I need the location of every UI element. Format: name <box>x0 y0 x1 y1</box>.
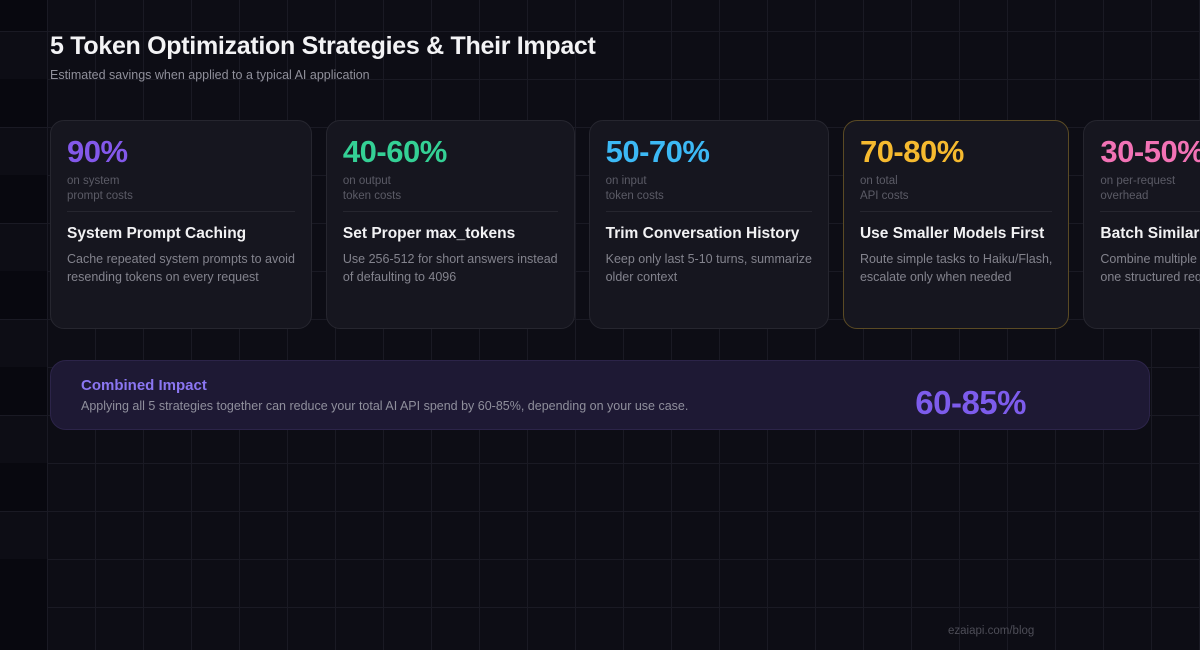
savings-label: on input token costs <box>605 175 664 202</box>
card-set-max-tokens: 40-60% on output token costs Set Proper … <box>325 120 575 329</box>
savings-label: on output token costs <box>342 175 402 202</box>
grid-shade-cell <box>0 367 47 415</box>
card-use-smaller-models: 70-80% on total API costs Use Smaller Mo… <box>842 120 1070 329</box>
strategy-description: Keep only last 5-10 turns, summarize old… <box>605 252 812 284</box>
card-divider <box>67 211 295 212</box>
strategy-title: Trim Conversation History <box>605 225 800 242</box>
grid-shade-cell <box>0 463 47 511</box>
savings-percent: 50-70% <box>605 134 710 169</box>
card-divider <box>605 211 812 212</box>
card-divider <box>342 211 558 212</box>
savings-label: on per-request overhead <box>1100 175 1176 202</box>
strategy-description: Use 256-512 for short answers instead of… <box>342 252 558 284</box>
card-trim-conversation-history: 50-70% on input token costs Trim Convers… <box>588 120 829 329</box>
savings-percent: 40-60% <box>342 134 447 169</box>
banner-text-block: Combined Impact Applying all 5 strategie… <box>81 377 688 413</box>
strategy-description: Cache repeated system prompts to avoid r… <box>67 252 295 284</box>
grid-shade-cell <box>0 0 47 31</box>
combined-impact-banner: Combined Impact Applying all 5 strategie… <box>50 360 1150 430</box>
card-batch-similar-requests: 30-50% on per-request overhead Batch Sim… <box>1083 120 1200 329</box>
page-title: 5 Token Optimization Strategies & Their … <box>50 32 596 60</box>
savings-label: on system prompt costs <box>67 175 133 202</box>
strategy-description: Route simple tasks to Haiku/Flash, escal… <box>859 252 1053 284</box>
footer-url: ezaiapi.com/blog <box>948 625 1035 637</box>
grid-shade-cell <box>0 559 47 650</box>
strategy-title: Use Smaller Models First <box>859 225 1045 242</box>
strategy-cards-row: 90% on system prompt costs System Prompt… <box>50 120 1200 329</box>
savings-label: on total API costs <box>859 175 909 202</box>
page-subtitle: Estimated savings when applied to a typi… <box>50 68 370 82</box>
strategy-description: Combine multiple short prompts into one … <box>1100 252 1200 284</box>
grid-shade-cell <box>0 271 47 319</box>
header: 5 Token Optimization Strategies & Their … <box>50 32 596 82</box>
strategy-title: System Prompt Caching <box>67 225 247 242</box>
savings-percent: 90% <box>67 134 128 169</box>
card-divider <box>859 211 1053 212</box>
banner-description: Applying all 5 strategies together can r… <box>81 399 689 413</box>
strategy-title: Set Proper max_tokens <box>342 225 516 242</box>
card-divider <box>1100 211 1200 212</box>
grid-shade-cell <box>0 79 47 127</box>
banner-title: Combined Impact <box>81 377 207 394</box>
grid-shade-cell <box>0 175 47 223</box>
card-system-prompt-caching: 90% on system prompt costs System Prompt… <box>50 120 312 329</box>
strategy-title: Batch Similar Requests <box>1100 225 1200 242</box>
savings-percent: 30-50% <box>1100 134 1200 169</box>
savings-percent: 70-80% <box>859 134 964 169</box>
combined-savings-percent: 60-85% <box>915 384 1026 421</box>
